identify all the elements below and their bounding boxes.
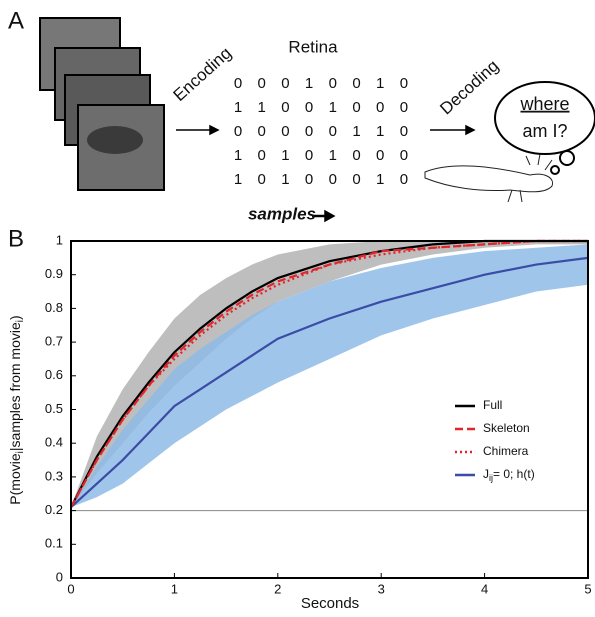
matrix-digit: 0 [234,75,242,92]
y-tick-label: 0.4 [45,435,63,450]
series-line [70,239,588,508]
matrix-digit: 1 [281,171,289,188]
matrix-digit: 0 [329,75,337,92]
y-label-part: i [15,451,26,453]
encoding-label: Encoding [170,43,235,105]
legend-label-part: Chimera [483,444,529,458]
matrix-digit: 0 [352,147,360,164]
matrix-digit: 1 [376,171,384,188]
retina-label: Retina [288,37,338,56]
matrix-digit: 0 [376,147,384,164]
series-line [70,239,588,508]
matrix-digit: 0 [400,123,408,140]
matrix-digit: 0 [305,171,313,188]
matrix-digit: 1 [376,123,384,140]
matrix-digit: 0 [329,123,337,140]
matrix-digit: 0 [258,147,266,164]
matrix-digit: 1 [234,99,242,116]
matrix-digit: 0 [281,75,289,92]
matrix-digit: 1 [305,75,313,92]
matrix-digit: 1 [281,147,289,164]
x-tick-label: 3 [378,581,385,596]
y-tick-label: 0.2 [45,502,63,517]
y-label-part: |samples from movie [7,322,23,451]
series-line [70,256,589,509]
matrix-digit: 1 [329,147,337,164]
matrix-digit: 1 [376,75,384,92]
confidence-band [71,244,588,508]
matrix-digit: 0 [234,123,242,140]
legend-label: Full [483,398,502,412]
matrix-digit: 0 [258,75,266,92]
matrix-digit: 0 [258,171,266,188]
bubble-text: am I? [522,121,567,141]
y-tick-label: 1 [56,232,63,247]
y-label-part: i [15,320,26,322]
matrix-digit: 0 [305,147,313,164]
y-label-part: ) [7,315,23,320]
y-tick-label: 0 [56,569,63,584]
movie-frames [39,17,165,191]
confidence-band [71,241,588,508]
matrix-digit: 0 [400,75,408,92]
matrix-digit: 0 [305,99,313,116]
legend-label: Jij= 0; h(t) [483,467,535,483]
matrix-digit: 0 [400,99,408,116]
legend-label-part: Full [483,398,502,412]
x-tick-label: 5 [584,581,591,596]
matrix-digit: 0 [281,99,289,116]
x-tick-label: 1 [171,581,178,596]
panel-label: A [8,7,24,34]
matrix-digit: 1 [258,99,266,116]
x-tick-label: 4 [481,581,488,596]
y-label-part: P(movie [7,453,23,505]
matrix-digit: 0 [376,99,384,116]
matrix-digit: 0 [329,171,337,188]
matrix-digit: 0 [258,123,266,140]
decoding-label: Decoding [436,56,502,118]
matrix-digit: 0 [352,171,360,188]
spike-matrix: 0 0 0 1 0 0 1 01 1 0 0 1 0 0 00 0 0 0 0 1 1 01 0 1 0 1 0 0 01 0 1 0 0 0 1 0 [234,75,408,188]
arrows [176,124,476,223]
y-tick-label: 0.7 [45,334,63,349]
x-axis-label: Seconds [301,595,359,612]
y-tick-label: 0.8 [45,300,63,315]
panel-label: B [8,225,24,252]
bubble-text: where [519,94,569,114]
y-tick-label: 0.3 [45,468,63,483]
legend-label: Skeleton [483,421,530,435]
matrix-digit: 0 [400,147,408,164]
axolotl [424,153,554,203]
y-tick-label: 0.9 [45,266,63,281]
matrix-digit: 0 [305,123,313,140]
legend-label-part: = 0; h(t) [493,467,535,481]
y-axis-label: P(moviei|samples from moviei) [7,315,26,504]
matrix-digit: 1 [329,99,337,116]
matrix-digit: 0 [352,99,360,116]
y-tick-label: 0.1 [45,536,63,551]
x-tick-label: 2 [274,581,281,596]
legend-label-part: ij [489,473,493,483]
y-tick-label: 0.6 [45,367,63,382]
matrix-digit: 0 [400,171,408,188]
legend-label-part: Skeleton [483,421,530,435]
matrix-digit: 0 [281,123,289,140]
matrix-digit: 1 [352,123,360,140]
y-tick-label: 0.5 [45,401,63,416]
thought-bubble [494,81,595,175]
x-tick-label: 0 [67,581,74,596]
legend-label: Chimera [483,444,529,458]
matrix-digit: 1 [234,147,242,164]
samples-label: samples [248,204,316,223]
matrix-digit: 1 [234,171,242,188]
legend-label-part: J [483,467,489,481]
matrix-digit: 0 [352,75,360,92]
